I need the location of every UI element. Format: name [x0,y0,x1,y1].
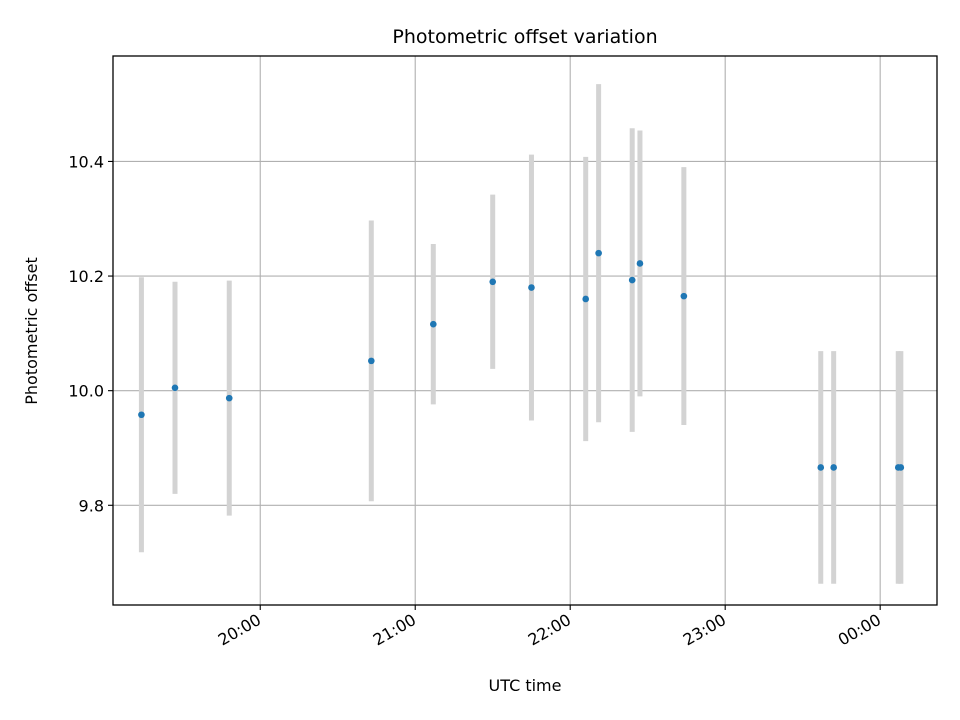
data-point [138,411,145,419]
plot-frame [112,55,938,606]
grid [113,56,937,605]
chart-title: Photometric offset variation [392,26,657,48]
y-tick-label: 10.0 [68,382,104,401]
data-point [171,384,179,392]
plot-area [113,56,937,605]
data-point [489,278,497,286]
data-point [430,320,437,328]
data-point [897,464,905,471]
data-points [138,249,905,471]
data-point [528,284,535,291]
y-tick-label: 10.2 [68,267,104,286]
y-axis: 9.8 10.0 10.2 10.4 [68,152,113,515]
y-tick-label: 9.8 [79,496,104,515]
data-point [225,394,233,402]
data-point [368,357,375,365]
data-point [817,464,825,471]
x-axis-label: UTC time [489,676,562,695]
data-point [628,276,636,284]
data-point [636,260,644,267]
data-point [680,292,688,300]
data-point [595,249,602,257]
data-point [582,295,590,303]
y-axis-label: Photometric offset [22,257,41,405]
y-tick-label: 10.4 [68,152,104,171]
data-point [830,464,837,471]
